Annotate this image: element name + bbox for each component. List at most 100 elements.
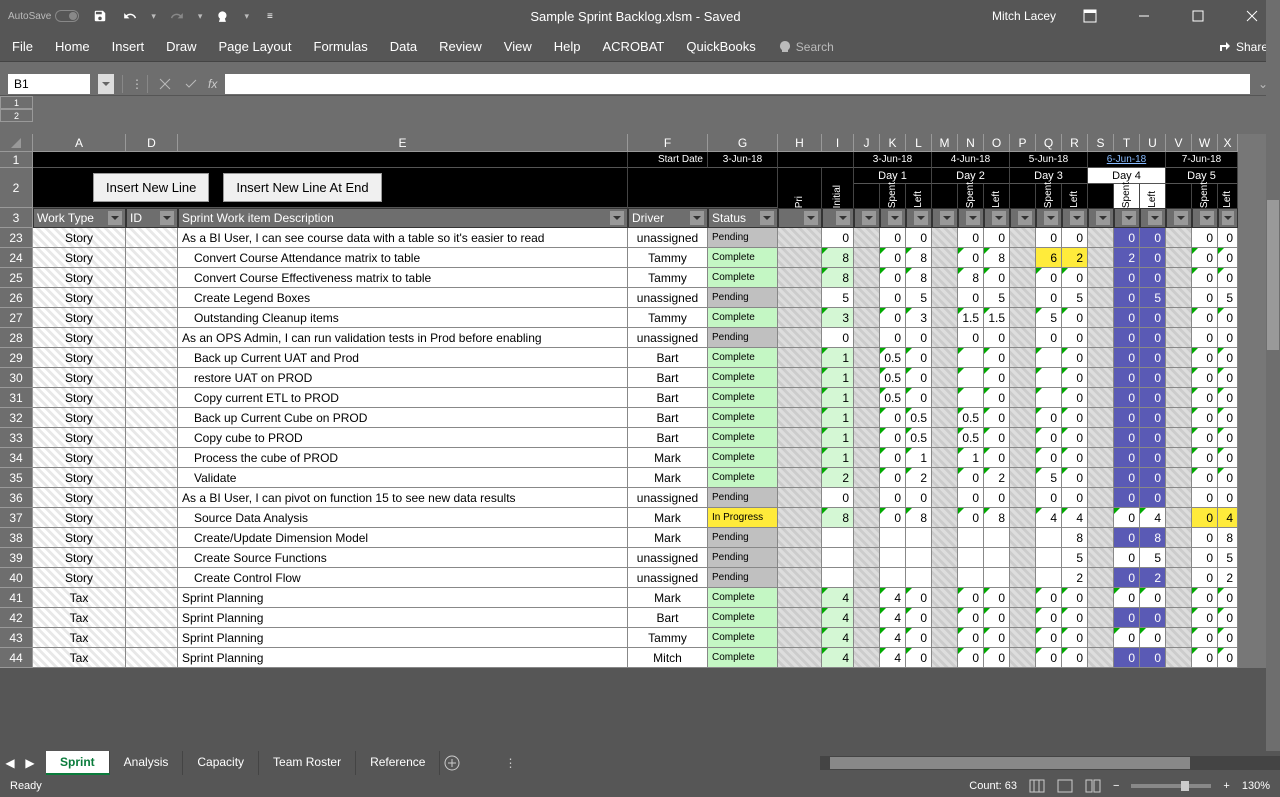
share-button[interactable]: Share (1236, 40, 1268, 54)
zoom-in-icon[interactable]: + (1223, 780, 1229, 792)
name-box[interactable]: B1 (8, 74, 90, 94)
column-header[interactable]: E (178, 134, 628, 152)
column-header[interactable]: H (778, 134, 822, 152)
menu-file[interactable]: File (12, 39, 33, 54)
ribbon-options-icon[interactable] (1070, 2, 1110, 30)
tab-prev-icon[interactable]: ◀ (0, 751, 20, 775)
column-header[interactable]: N (958, 134, 984, 152)
table-row: StoryCreate Legend BoxesunassignedPendin… (33, 288, 1280, 308)
column-header[interactable] (0, 134, 33, 152)
filter-header[interactable] (906, 208, 932, 228)
menu-draw[interactable]: Draw (166, 39, 196, 54)
column-header[interactable]: W (1192, 134, 1218, 152)
formula-input[interactable] (225, 74, 1250, 94)
filter-header[interactable]: Sprint Work item Description (178, 208, 628, 228)
column-header[interactable]: K (880, 134, 906, 152)
table-row: TaxSprint PlanningMitchComplete440000000… (33, 648, 1280, 668)
filter-header[interactable] (1218, 208, 1238, 228)
filter-header[interactable] (1036, 208, 1062, 228)
column-header[interactable]: F (628, 134, 708, 152)
menu-view[interactable]: View (504, 39, 532, 54)
menu-formulas[interactable]: Formulas (314, 39, 368, 54)
column-header[interactable]: M (932, 134, 958, 152)
user-name[interactable]: Mitch Lacey (992, 9, 1056, 23)
column-header[interactable]: T (1114, 134, 1140, 152)
column-header[interactable]: D (126, 134, 178, 152)
sheet-tab[interactable]: Team Roster (259, 751, 356, 775)
menu-home[interactable]: Home (55, 39, 90, 54)
filter-header[interactable]: Status (708, 208, 778, 228)
filter-header[interactable] (1088, 208, 1114, 228)
filter-header[interactable] (1010, 208, 1036, 228)
zoom-level[interactable]: 130% (1242, 780, 1270, 792)
sheet-tab[interactable]: Reference (356, 751, 440, 775)
column-header[interactable]: V (1166, 134, 1192, 152)
filter-header[interactable] (984, 208, 1010, 228)
more-icon[interactable]: ≡ (261, 7, 279, 25)
zoom-slider[interactable] (1131, 784, 1211, 788)
filter-header[interactable] (880, 208, 906, 228)
sheet-tab[interactable]: Capacity (183, 751, 259, 775)
cancel-formula-icon[interactable] (156, 75, 174, 93)
filter-header[interactable]: ID (126, 208, 178, 228)
column-header[interactable]: G (708, 134, 778, 152)
touch-icon[interactable] (214, 7, 232, 25)
column-header[interactable]: U (1140, 134, 1166, 152)
autosave-toggle[interactable]: AutoSave (8, 10, 79, 22)
filter-header[interactable] (854, 208, 880, 228)
sheet-tab[interactable]: Analysis (110, 751, 184, 775)
fx-label[interactable]: fx (208, 77, 217, 91)
horizontal-scrollbar[interactable] (820, 756, 1280, 770)
outline-level-1[interactable]: 1 (0, 96, 33, 109)
filter-header[interactable] (1062, 208, 1088, 228)
column-header[interactable]: J (854, 134, 880, 152)
column-header[interactable]: Q (1036, 134, 1062, 152)
search-input[interactable]: Search (796, 40, 834, 54)
maximize-icon[interactable] (1178, 2, 1218, 30)
view-normal-icon[interactable] (1029, 779, 1045, 793)
menu-acrobat[interactable]: ACROBAT (603, 39, 665, 54)
tab-next-icon[interactable]: ▶ (20, 751, 40, 775)
filter-header[interactable] (1166, 208, 1192, 228)
column-header[interactable]: P (1010, 134, 1036, 152)
table-row: StoryCreate Control FlowunassignedPendin… (33, 568, 1280, 588)
filter-header[interactable] (932, 208, 958, 228)
column-header[interactable]: R (1062, 134, 1088, 152)
filter-header[interactable] (778, 208, 822, 228)
column-header[interactable]: L (906, 134, 932, 152)
accept-formula-icon[interactable] (182, 75, 200, 93)
outline-level-2[interactable]: 2 (0, 109, 33, 122)
filter-header[interactable]: Work Type (33, 208, 126, 228)
column-header[interactable]: O (984, 134, 1010, 152)
vertical-scrollbar[interactable] (1266, 0, 1280, 751)
insert-new-line-button[interactable]: Insert New Line (93, 173, 209, 202)
namebox-dropdown[interactable] (98, 74, 114, 94)
menu-quickbooks[interactable]: QuickBooks (686, 39, 755, 54)
insert-new-line-end-button[interactable]: Insert New Line At End (223, 173, 381, 202)
filter-header[interactable] (1114, 208, 1140, 228)
view-pagebreak-icon[interactable] (1085, 779, 1101, 793)
redo-icon[interactable] (168, 7, 186, 25)
menu-insert[interactable]: Insert (112, 39, 145, 54)
column-header[interactable]: X (1218, 134, 1238, 152)
menu-data[interactable]: Data (390, 39, 417, 54)
column-header[interactable]: A (33, 134, 126, 152)
add-sheet-icon[interactable] (440, 755, 464, 771)
menu-review[interactable]: Review (439, 39, 482, 54)
filter-header[interactable] (958, 208, 984, 228)
view-layout-icon[interactable] (1057, 779, 1073, 793)
filter-header[interactable] (822, 208, 854, 228)
column-header[interactable]: S (1088, 134, 1114, 152)
zoom-out-icon[interactable]: − (1113, 780, 1119, 792)
filter-header[interactable] (1140, 208, 1166, 228)
filter-header[interactable] (1192, 208, 1218, 228)
sheet-tab[interactable]: Sprint (46, 751, 110, 775)
minimize-icon[interactable] (1124, 2, 1164, 30)
undo-icon[interactable] (121, 7, 139, 25)
menu-pagelayout[interactable]: Page Layout (219, 39, 292, 54)
column-header[interactable]: I (822, 134, 854, 152)
table-row: StoryConvert Course Effectiveness matrix… (33, 268, 1280, 288)
menu-help[interactable]: Help (554, 39, 581, 54)
filter-header[interactable]: Driver (628, 208, 708, 228)
save-icon[interactable] (91, 7, 109, 25)
